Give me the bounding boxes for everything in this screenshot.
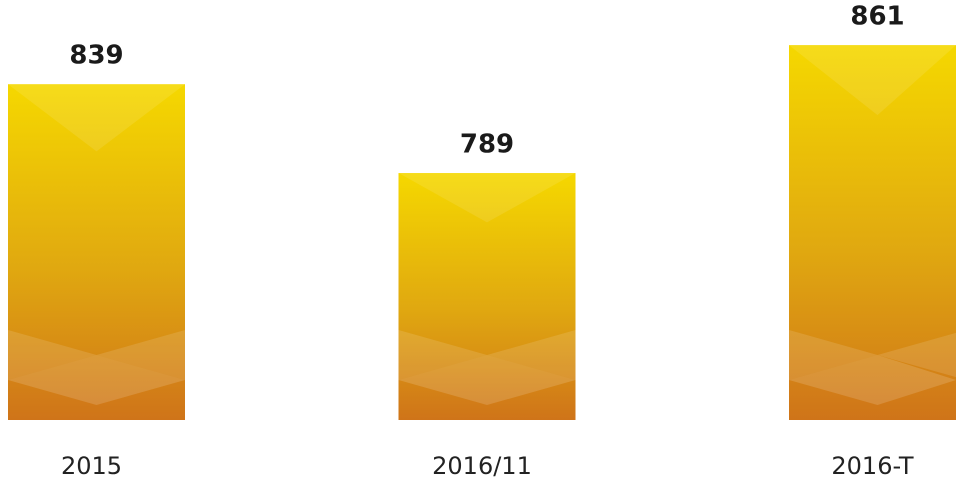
bar-decoration xyxy=(398,330,576,380)
x-tick-label: 2016-T xyxy=(831,452,914,480)
bar-decoration xyxy=(789,45,956,116)
value-label: 789 xyxy=(460,130,514,160)
bar-decoration xyxy=(789,355,956,405)
bar-decoration xyxy=(789,330,956,380)
bar-decoration xyxy=(398,173,576,223)
bar-decoration xyxy=(398,355,576,405)
bar-decoration xyxy=(8,84,185,152)
bar-decoration xyxy=(8,355,185,405)
bar-decoration xyxy=(8,330,185,380)
x-tick-label: 2015 xyxy=(61,452,122,480)
bar xyxy=(8,84,185,421)
bar xyxy=(398,173,576,420)
value-label: 861 xyxy=(850,2,904,32)
x-tick-label: 2016/11 xyxy=(432,452,532,480)
bar xyxy=(789,45,956,421)
value-label: 839 xyxy=(69,41,123,71)
